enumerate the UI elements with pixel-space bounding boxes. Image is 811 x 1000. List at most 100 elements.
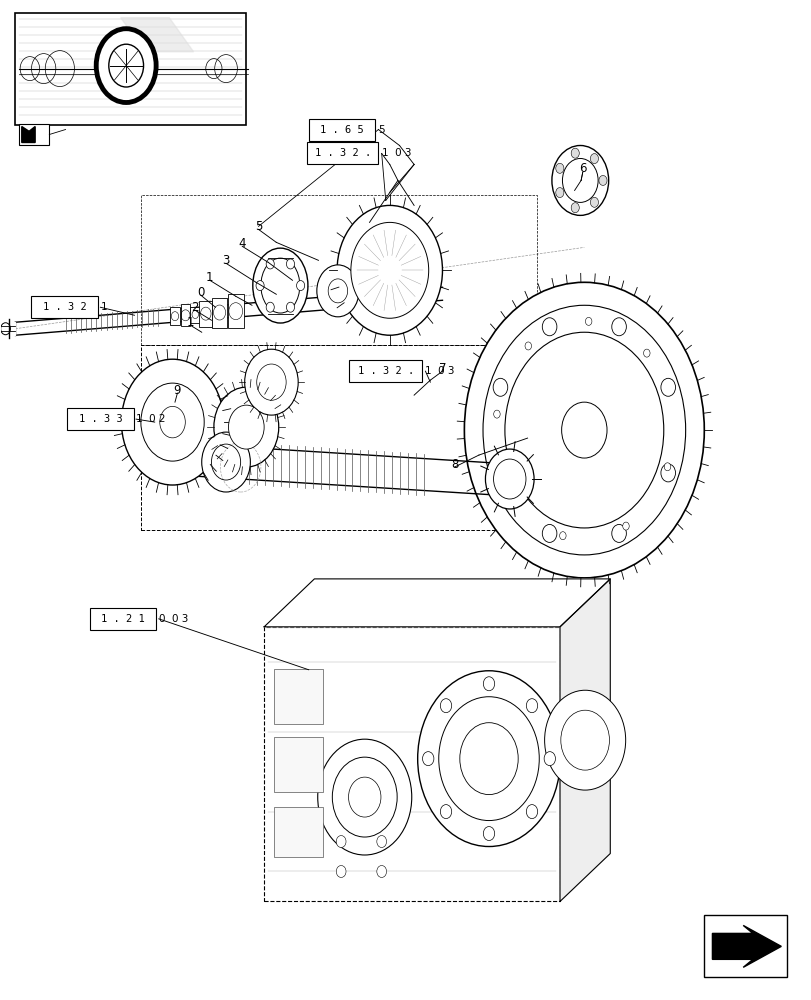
Circle shape	[376, 836, 386, 848]
Bar	[308, 119, 375, 140]
Text: 6: 6	[578, 162, 586, 175]
Bar	[227, 294, 243, 328]
Ellipse shape	[252, 248, 307, 323]
Circle shape	[201, 432, 250, 492]
Circle shape	[643, 349, 650, 357]
Bar	[141, 195, 536, 345]
Circle shape	[336, 836, 345, 848]
Text: 0: 0	[197, 286, 204, 299]
Text: 1 . 2 1: 1 . 2 1	[101, 614, 145, 624]
Circle shape	[590, 154, 598, 164]
Text: 1: 1	[101, 302, 107, 312]
Circle shape	[485, 449, 534, 509]
Circle shape	[213, 387, 278, 467]
Circle shape	[492, 378, 507, 396]
Circle shape	[559, 532, 565, 540]
Circle shape	[286, 302, 294, 312]
Circle shape	[332, 757, 397, 837]
Circle shape	[244, 349, 298, 415]
Text: 7: 7	[438, 362, 446, 375]
Text: 1  0 2: 1 0 2	[136, 414, 165, 424]
Circle shape	[286, 259, 294, 269]
Circle shape	[622, 522, 629, 530]
Circle shape	[255, 281, 264, 291]
Circle shape	[140, 383, 204, 461]
Circle shape	[376, 865, 386, 877]
Text: 1: 1	[187, 316, 194, 329]
Circle shape	[555, 188, 563, 198]
Text: 3: 3	[222, 254, 230, 267]
Text: 1: 1	[206, 271, 213, 284]
Bar	[169, 307, 180, 325]
Circle shape	[611, 318, 625, 336]
Bar	[67, 408, 134, 430]
Bar	[90, 608, 157, 630]
Circle shape	[266, 259, 274, 269]
Circle shape	[438, 697, 539, 821]
Bar	[199, 301, 212, 327]
Circle shape	[526, 805, 537, 819]
Text: 1 . 3 3: 1 . 3 3	[79, 414, 122, 424]
Circle shape	[464, 282, 703, 578]
Text: 1 . 6 5: 1 . 6 5	[320, 125, 363, 135]
Bar	[273, 737, 322, 792]
Circle shape	[493, 410, 500, 418]
Circle shape	[266, 302, 274, 312]
Circle shape	[590, 197, 598, 207]
Circle shape	[483, 677, 494, 691]
Circle shape	[317, 739, 411, 855]
Circle shape	[440, 805, 451, 819]
Text: 1 . 3 2: 1 . 3 2	[43, 302, 87, 312]
Bar	[307, 142, 378, 164]
Circle shape	[507, 487, 513, 495]
Bar	[19, 124, 49, 145]
Bar	[703, 915, 786, 977]
Circle shape	[660, 464, 675, 482]
Text: 1  0 3: 1 0 3	[425, 366, 454, 376]
Circle shape	[417, 671, 560, 847]
Bar	[181, 304, 189, 326]
Text: 0  0 3: 0 0 3	[159, 614, 188, 624]
Circle shape	[316, 265, 358, 317]
Polygon shape	[121, 18, 193, 52]
Circle shape	[296, 281, 304, 291]
Bar	[273, 669, 322, 724]
Circle shape	[440, 699, 451, 713]
Text: 4: 4	[238, 237, 246, 250]
Polygon shape	[560, 579, 610, 901]
Text: 5: 5	[255, 220, 262, 233]
Polygon shape	[711, 925, 780, 967]
Circle shape	[562, 158, 598, 202]
Text: 5: 5	[378, 125, 384, 135]
Circle shape	[663, 463, 670, 471]
Circle shape	[526, 699, 537, 713]
Text: 9: 9	[174, 384, 181, 397]
Circle shape	[96, 29, 156, 103]
Text: 1 . 3 2 .: 1 . 3 2 .	[357, 366, 414, 376]
Bar	[189, 307, 200, 323]
Bar	[264, 627, 560, 901]
Bar	[15, 13, 246, 125]
Circle shape	[551, 145, 608, 215]
Circle shape	[336, 865, 345, 877]
Polygon shape	[264, 579, 610, 627]
Text: 1 . 3 2 .: 1 . 3 2 .	[314, 148, 371, 158]
Circle shape	[570, 203, 578, 213]
Ellipse shape	[260, 258, 299, 313]
Text: 1  0 3: 1 0 3	[381, 148, 410, 158]
Circle shape	[228, 405, 264, 449]
Circle shape	[542, 524, 556, 542]
Circle shape	[570, 148, 578, 158]
Circle shape	[544, 690, 625, 790]
Circle shape	[122, 359, 223, 485]
Text: 8: 8	[450, 458, 457, 471]
Ellipse shape	[350, 222, 428, 318]
Bar	[141, 345, 536, 530]
Circle shape	[543, 752, 555, 766]
Text: 2: 2	[191, 301, 199, 314]
Circle shape	[555, 163, 563, 173]
Bar	[32, 296, 98, 318]
Circle shape	[585, 317, 591, 325]
Circle shape	[611, 524, 625, 542]
Bar	[273, 807, 322, 857]
